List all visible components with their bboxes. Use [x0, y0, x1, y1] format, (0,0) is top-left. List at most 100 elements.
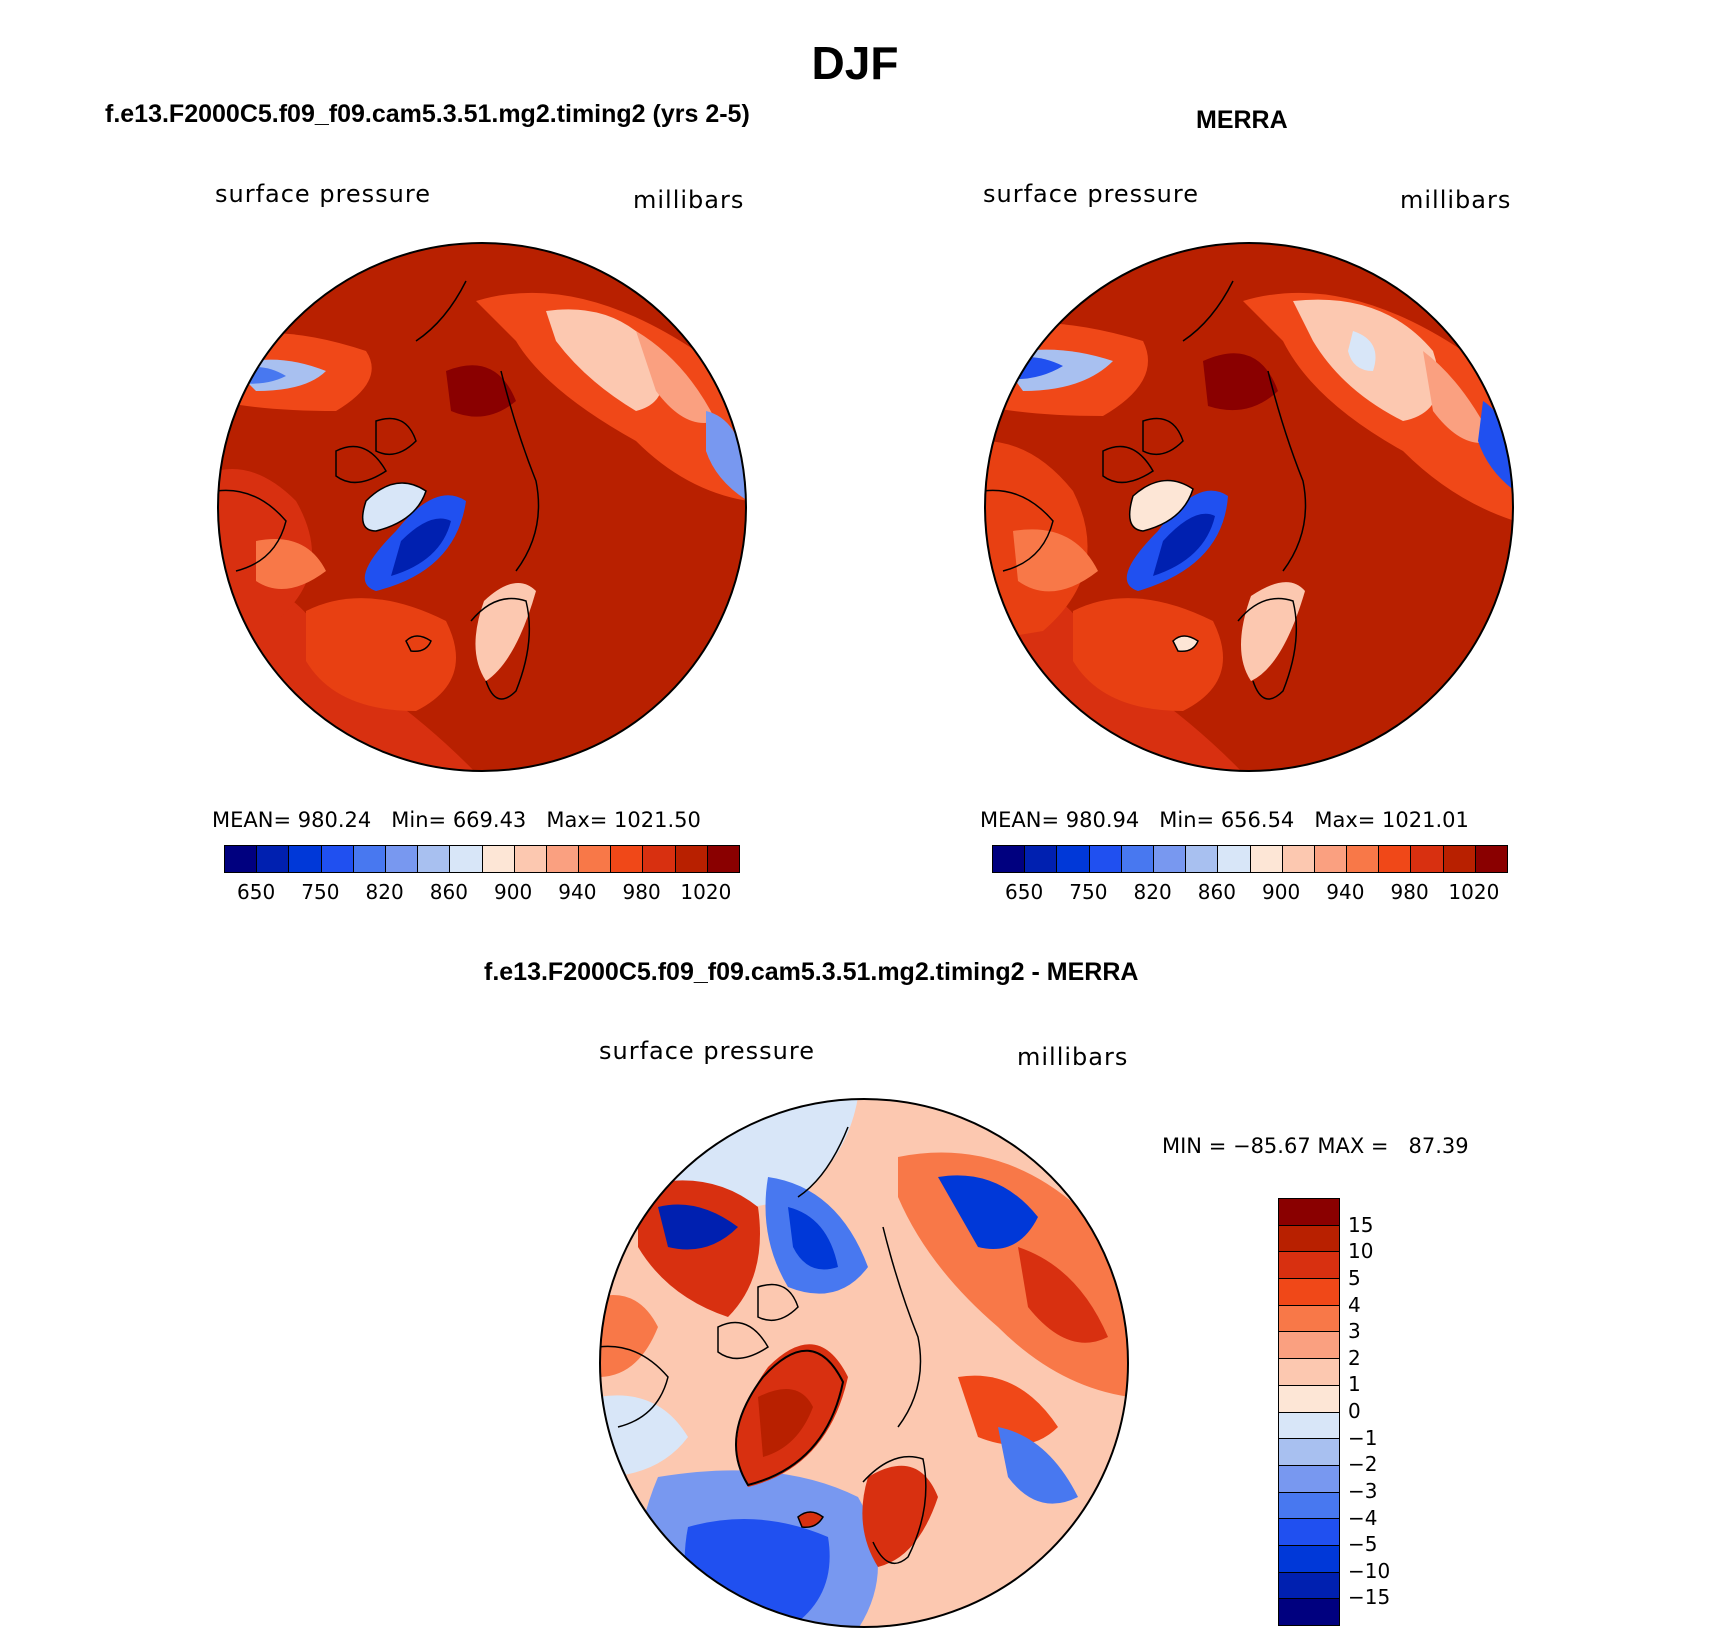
colorbar-swatch	[450, 846, 483, 872]
colorbar-tick-label: 4	[1348, 1292, 1361, 1317]
colorbar-swatch	[1279, 1332, 1339, 1360]
diff-minmax: MIN = −85.67 MAX = 87.39	[1162, 1134, 1469, 1158]
min-label: Min=	[1159, 808, 1215, 832]
colorbar-swatch	[1279, 1519, 1339, 1546]
colorbar-swatch	[1282, 846, 1315, 872]
europe-negative	[998, 1427, 1078, 1504]
colorbar-tick-label: 1	[1348, 1372, 1361, 1397]
colorbar-swatch	[418, 846, 451, 872]
colorbar-tick-label: 750	[301, 880, 340, 904]
colorbar-swatch	[1279, 1545, 1339, 1573]
colorbar-tick-label: −5	[1348, 1532, 1378, 1557]
right-stats: MEAN= 980.94 Min= 656.54 Max= 1021.01	[980, 808, 1469, 832]
colorbar-tick-label: −10	[1348, 1558, 1391, 1583]
diff-colorbar	[1278, 1198, 1340, 1626]
colorbar-tick-label: 860	[429, 880, 468, 904]
baffin-island	[1102, 445, 1154, 484]
siberia-high-terrain	[546, 309, 663, 411]
colorbar-swatch	[514, 846, 547, 872]
colorbar-tick-label: 860	[1197, 880, 1236, 904]
colorbar-swatch	[321, 846, 354, 872]
colorbar-tick-label: 900	[1262, 880, 1301, 904]
colorbar-tick-label: 940	[1326, 880, 1365, 904]
map-boundary	[217, 242, 747, 772]
scandinavia-coast	[470, 597, 531, 700]
baffin-island	[717, 1321, 769, 1360]
colorbar-swatch	[1279, 1279, 1339, 1306]
colorbar-swatch	[1443, 846, 1476, 872]
colorbar-tick-label: 2	[1348, 1345, 1361, 1370]
colorbar-swatch	[643, 846, 676, 872]
colorbar-swatch	[1314, 846, 1348, 872]
max-label: Max=	[546, 808, 608, 832]
greenland-positive-core	[758, 1389, 813, 1457]
scandinavia-terrain	[1241, 582, 1305, 681]
siberia-region	[476, 292, 746, 501]
colorbar-swatch	[546, 846, 580, 872]
left-polar-map	[217, 242, 747, 772]
colorbar-swatch	[611, 846, 644, 872]
eurasia-positive	[958, 1375, 1058, 1445]
greenland-coast	[361, 482, 427, 532]
right-colorbar-ticks: 650 750 820 860 900 940 980 1020	[992, 880, 1506, 910]
siberia-peak	[1348, 331, 1376, 371]
right-panel-title: MERRA	[1196, 106, 1288, 134]
min-value: 656.54	[1220, 808, 1295, 832]
eurasia-coast	[500, 370, 540, 572]
figure-title: DJF	[811, 37, 899, 89]
max-value: 1021.01	[1382, 808, 1469, 832]
colorbar-tick-label: 650	[237, 880, 276, 904]
right-colorbar	[992, 845, 1508, 873]
left-colorbar-ticks: 650 750 820 860 900 940 980 1020	[224, 880, 738, 910]
eurasia-coast	[882, 1226, 922, 1428]
tibet-edge-low	[1478, 401, 1513, 491]
alaska-mixed	[658, 1204, 738, 1250]
left-units-label: millibars	[633, 186, 745, 214]
scandinavia-terrain	[475, 583, 536, 681]
arctic-islands	[1142, 417, 1184, 456]
hudson-coast	[218, 489, 287, 572]
colorbar-swatch	[1279, 1412, 1339, 1440]
colorbar-swatch	[675, 846, 708, 872]
right-variable-label: surface pressure	[983, 180, 1199, 208]
colorbar-swatch	[257, 846, 290, 872]
colorbar-tick-label: 650	[1005, 880, 1044, 904]
colorbar-swatch	[225, 846, 258, 872]
hudson-coast	[600, 1345, 669, 1428]
diff-units-label: millibars	[1017, 1043, 1129, 1071]
eurasia-coast	[1267, 370, 1307, 572]
colorbar-swatch	[1279, 1225, 1339, 1253]
colorbar-swatch	[1379, 846, 1412, 872]
scandinavia-coast	[862, 1455, 927, 1565]
min-label: Min=	[391, 808, 447, 832]
bering-coast	[415, 280, 467, 342]
north-atlantic-low	[306, 598, 456, 711]
colorbar-swatch	[1279, 1252, 1339, 1280]
colorbar-swatch	[1186, 846, 1219, 872]
colorbar-tick-label: −15	[1348, 1585, 1391, 1610]
colorbar-swatch	[482, 846, 515, 872]
colorbar-tick-label: 900	[494, 880, 533, 904]
colorbar-tick-label: 750	[1069, 880, 1108, 904]
colorbar-swatch	[1279, 1465, 1339, 1493]
max-label: Max=	[1314, 808, 1376, 832]
left-panel-title: f.e13.F2000C5.f09_f09.cam5.3.51.mg2.timi…	[105, 100, 750, 128]
colorbar-swatch	[385, 846, 419, 872]
colorbar-swatch	[1279, 1572, 1339, 1600]
colorbar-tick-label: 820	[1133, 880, 1172, 904]
scandinavia-coast	[1237, 597, 1298, 700]
bering-coast	[1182, 280, 1234, 342]
diff-polar-map	[599, 1098, 1129, 1628]
colorbar-swatch	[1411, 846, 1444, 872]
mean-label: MEAN=	[212, 808, 292, 832]
left-colorbar	[224, 845, 740, 873]
colorbar-swatch	[1279, 1439, 1339, 1466]
baffin-island	[335, 445, 387, 484]
colorbar-tick-label: 3	[1348, 1319, 1361, 1344]
colorbar-swatch	[1218, 846, 1251, 872]
siberia-positive-patch	[1018, 1247, 1108, 1343]
colorbar-tick-label: 940	[558, 880, 597, 904]
max-value: 1021.50	[614, 808, 701, 832]
colorbar-swatch	[1025, 846, 1058, 872]
mean-value: 980.24	[297, 808, 372, 832]
